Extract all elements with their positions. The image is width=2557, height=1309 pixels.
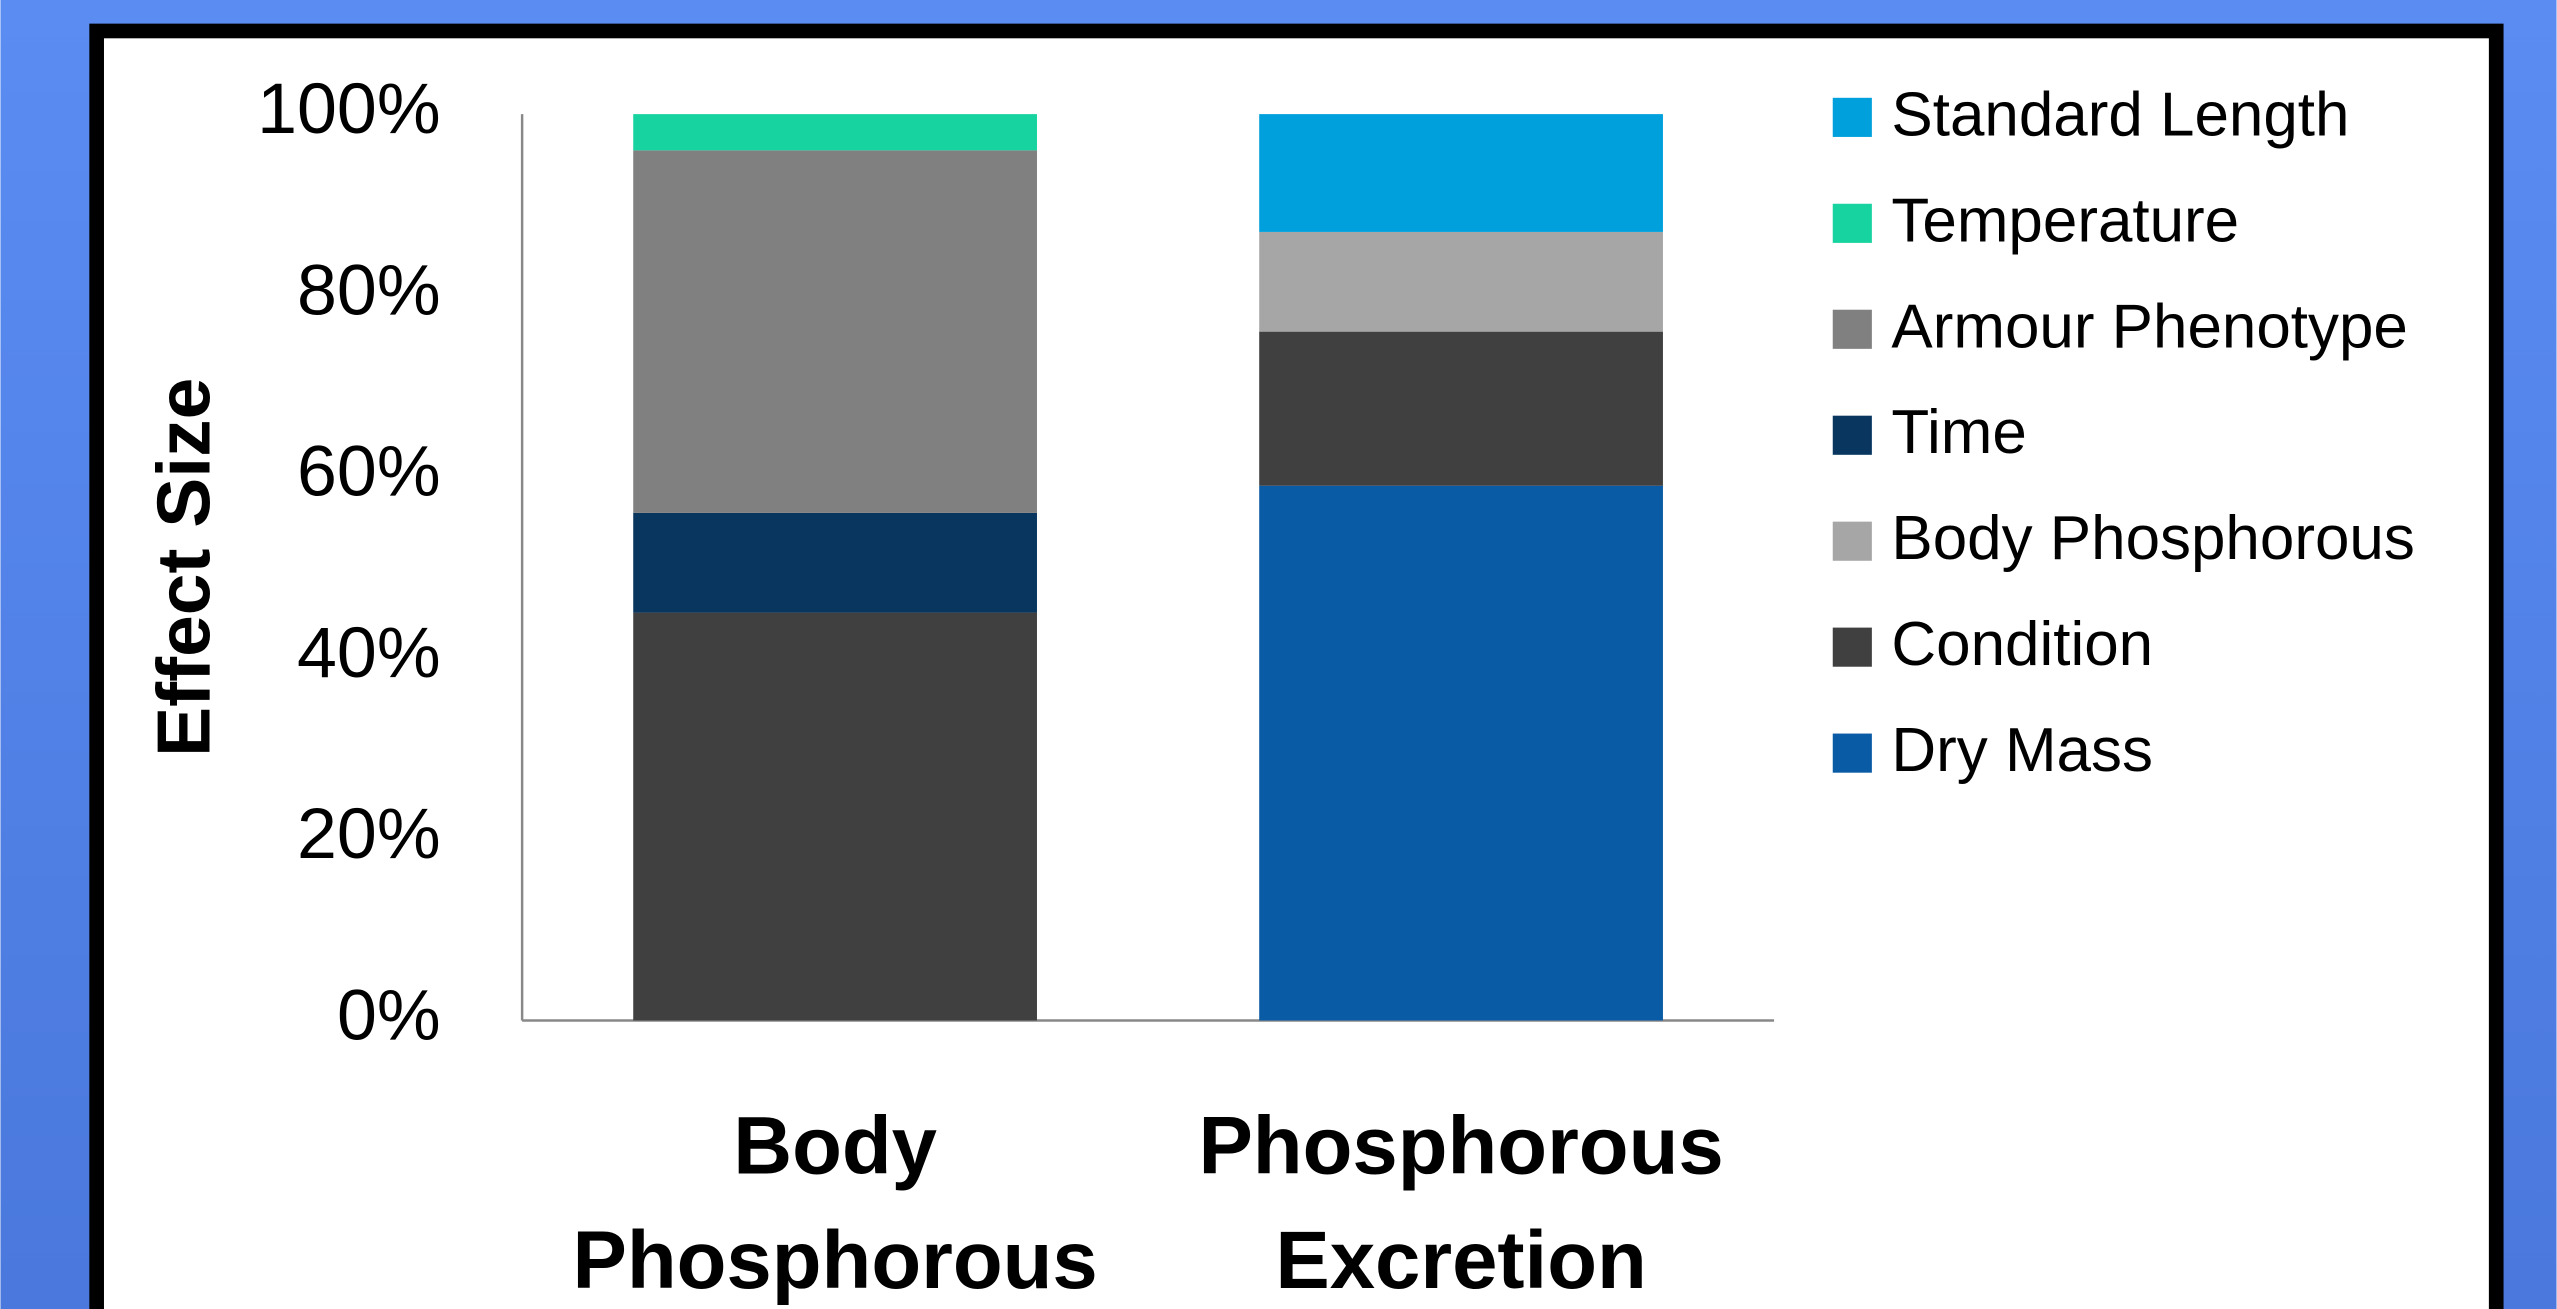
legend-swatch xyxy=(1832,97,1872,137)
x-tick-label: Phosphorous Excretion xyxy=(1198,1100,1724,1306)
bar-segment xyxy=(633,114,1037,151)
legend-swatch xyxy=(1832,733,1872,773)
legend-label: Dry Mass xyxy=(1891,716,2153,785)
y-tick-label: 100% xyxy=(257,69,440,149)
legend-label: Armour Phenotype xyxy=(1891,292,2407,361)
bar-segment xyxy=(633,512,1037,613)
legend-label: Time xyxy=(1891,398,2026,467)
legend-label: Condition xyxy=(1891,610,2153,679)
x-tick-label: Body Phosphorous xyxy=(572,1100,1098,1306)
y-tick-label: 60% xyxy=(297,432,441,512)
y-tick-label: 80% xyxy=(297,250,441,330)
legend-swatch xyxy=(1832,627,1872,667)
bar-segment xyxy=(633,150,1037,513)
legend-swatch xyxy=(1832,309,1872,349)
legend-label: Standard Length xyxy=(1891,80,2349,149)
legend-swatch xyxy=(1832,415,1872,455)
y-axis-title: Effect Size xyxy=(141,378,225,757)
legend-swatch xyxy=(1832,521,1872,561)
y-tick-label: 0% xyxy=(337,975,441,1055)
legend-label: Temperature xyxy=(1891,186,2239,255)
bar-segment xyxy=(1259,331,1663,486)
bar-segment xyxy=(1259,114,1663,232)
x-tick-label-box: Body Phosphorous xyxy=(572,1100,1098,1306)
y-tick-label: 40% xyxy=(297,613,441,693)
legend-swatch xyxy=(1832,203,1872,243)
bar-segment xyxy=(633,612,1037,1021)
y-tick-label: 20% xyxy=(297,794,441,874)
legend-label: Body Phosphorous xyxy=(1891,504,2414,573)
bar-segment xyxy=(1259,231,1663,332)
bar-segment xyxy=(1259,485,1663,1021)
x-tick-label-box: Phosphorous Excretion xyxy=(1198,1100,1724,1306)
